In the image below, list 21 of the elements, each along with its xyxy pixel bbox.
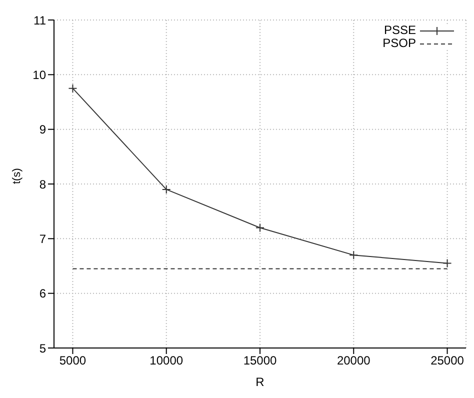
x-tick-label: 20000: [336, 354, 371, 368]
y-tick-label: 9: [39, 122, 46, 137]
point: [349, 250, 358, 260]
point: [256, 223, 264, 232]
x-tick-label: 10000: [150, 354, 184, 368]
y-tick-label: 5: [39, 341, 46, 356]
y-tick-label: 11: [34, 13, 46, 28]
point: [162, 184, 171, 194]
legend-label: PSSE: [384, 23, 416, 37]
x-tick-label: 15000: [243, 354, 278, 368]
y-tick-label: 6: [39, 286, 46, 301]
y-tick-label: 8: [39, 177, 46, 192]
legend-label: PSOP: [382, 36, 416, 50]
y-axis-title: t(s): [10, 168, 23, 184]
point: [442, 258, 452, 268]
y-tick-label: 7: [39, 232, 46, 246]
y-tick-label: 10: [32, 68, 46, 82]
point: [68, 84, 78, 93]
x-tick-label: 25000: [430, 354, 464, 368]
x-tick-label: 5000: [59, 354, 86, 368]
x-axis-title: R: [256, 375, 265, 389]
